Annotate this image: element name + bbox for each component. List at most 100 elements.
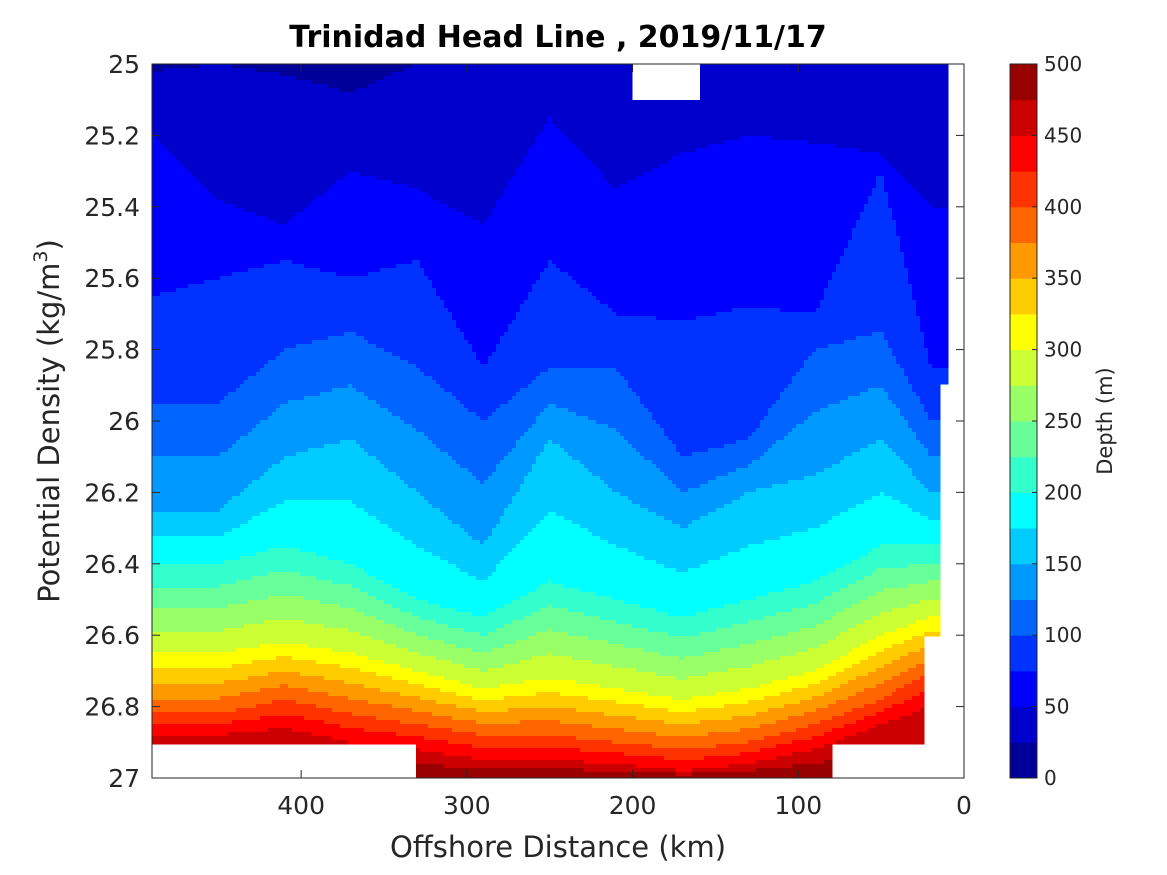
contour-cell xyxy=(704,112,709,117)
contour-cell xyxy=(304,88,309,93)
contour-cell xyxy=(560,116,565,121)
contour-cell xyxy=(200,108,205,113)
contour-cell xyxy=(756,120,761,125)
contour-cell xyxy=(176,108,181,113)
contour-cell xyxy=(864,100,869,105)
contour-cell xyxy=(908,80,913,85)
contour-cell xyxy=(536,80,541,85)
contour-cell xyxy=(412,96,417,101)
contour-cell xyxy=(460,104,465,109)
contour-cell xyxy=(604,116,609,121)
contour-cell xyxy=(424,100,429,105)
contour-cell xyxy=(508,68,513,73)
contour-cell xyxy=(280,100,285,105)
contour-cell xyxy=(456,120,461,125)
contour-cell xyxy=(692,112,697,117)
contour-cell xyxy=(816,112,821,117)
contour-cell xyxy=(852,80,857,85)
contour-cell xyxy=(736,112,741,117)
contour-cell xyxy=(488,96,493,101)
contour-cell xyxy=(176,96,181,101)
contour-cell xyxy=(500,88,505,93)
contour-cell xyxy=(716,88,721,93)
contour-cell xyxy=(764,76,769,81)
contour-cell xyxy=(868,92,873,97)
contour-cell xyxy=(436,92,441,97)
contour-cell xyxy=(856,84,861,89)
contour-cell xyxy=(832,84,837,89)
contour-cell xyxy=(632,104,637,109)
contour-cell xyxy=(472,68,477,73)
contour-cell xyxy=(640,120,645,125)
contour-cell xyxy=(900,84,905,89)
contour-cell xyxy=(916,68,921,73)
contour-cell xyxy=(720,100,725,105)
contour-cell xyxy=(264,88,269,93)
contour-cell xyxy=(852,92,857,97)
contour-cell xyxy=(544,112,549,117)
contour-cell xyxy=(876,104,881,109)
contour-cell xyxy=(720,84,725,89)
contour-cell xyxy=(376,92,381,97)
contour-cell xyxy=(312,96,317,101)
contour-cell xyxy=(400,92,405,97)
contour-cell xyxy=(776,116,781,121)
contour-cell xyxy=(708,68,713,73)
contour-cell xyxy=(844,88,849,93)
contour-cell xyxy=(396,100,401,105)
contour-cell xyxy=(796,88,801,93)
contour-cell xyxy=(176,80,181,85)
contour-cell xyxy=(332,100,337,105)
contour-cell xyxy=(560,68,565,73)
contour-cell xyxy=(152,88,157,93)
contour-cell xyxy=(168,100,173,105)
contour-cell xyxy=(184,112,189,117)
contour-cell xyxy=(188,96,193,101)
contour-cell xyxy=(152,64,157,69)
contour-cell xyxy=(280,112,285,117)
contour-cell xyxy=(816,96,821,101)
contour-cell xyxy=(692,116,697,121)
contour-cell xyxy=(384,120,389,125)
contour-cell xyxy=(340,64,345,69)
contour-cell xyxy=(404,72,409,77)
contour-cell xyxy=(920,104,925,109)
contour-cell xyxy=(368,120,373,125)
contour-cell xyxy=(516,108,521,113)
contour-cell xyxy=(564,64,569,69)
contour-cell xyxy=(744,64,749,69)
contour-cell xyxy=(612,64,617,69)
contour-cell xyxy=(680,108,685,113)
contour-cell xyxy=(676,108,681,113)
contour-cell xyxy=(836,108,841,113)
contour-cell xyxy=(740,120,745,125)
contour-cell xyxy=(320,72,325,77)
contour-cell xyxy=(188,84,193,89)
contour-cell xyxy=(428,116,433,121)
contour-cell xyxy=(300,104,305,109)
contour-cell xyxy=(460,64,465,69)
contour-cell xyxy=(644,116,649,121)
contour-cell xyxy=(196,64,201,69)
contour-cell xyxy=(348,92,353,97)
contour-cell xyxy=(768,84,773,89)
contour-cell xyxy=(924,92,929,97)
contour-cell xyxy=(764,96,769,101)
contour-cell xyxy=(452,72,457,77)
contour-cell xyxy=(248,116,253,121)
contour-cell xyxy=(324,92,329,97)
contour-cell xyxy=(716,72,721,77)
contour-cell xyxy=(892,112,897,117)
contour-cell xyxy=(224,108,229,113)
contour-cell xyxy=(164,108,169,113)
contour-cell xyxy=(912,116,917,121)
contour-cell xyxy=(480,92,485,97)
contour-cell xyxy=(508,96,513,101)
contour-cell xyxy=(824,108,829,113)
contour-cell xyxy=(508,80,513,85)
contour-cell xyxy=(456,76,461,81)
contour-cell xyxy=(484,68,489,73)
contour-cell xyxy=(532,100,537,105)
contour-cell xyxy=(260,112,265,117)
contour-cell xyxy=(324,120,329,125)
